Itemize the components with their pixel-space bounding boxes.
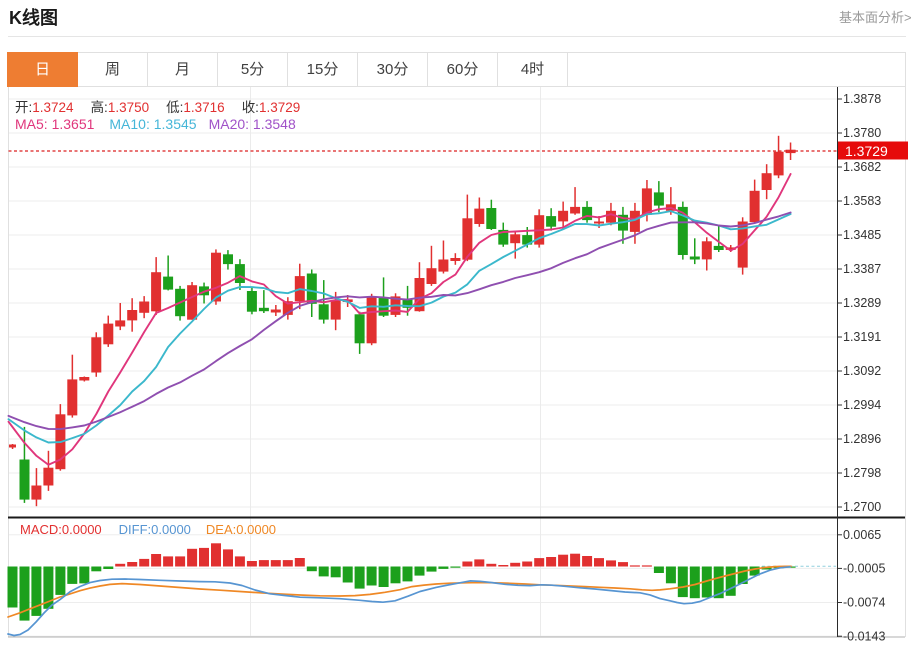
svg-text:-0.0074: -0.0074: [843, 596, 885, 610]
svg-text:-0.0005: -0.0005: [843, 562, 885, 576]
svg-text:1.3092: 1.3092: [843, 364, 881, 378]
svg-text:-0.0143: -0.0143: [843, 629, 885, 643]
svg-text:1.2896: 1.2896: [843, 432, 881, 446]
svg-text:1.3729: 1.3729: [845, 143, 888, 159]
svg-text:1.2994: 1.2994: [843, 398, 881, 412]
svg-text:1.3682: 1.3682: [843, 160, 881, 174]
svg-text:1.3485: 1.3485: [843, 228, 881, 242]
svg-text:1.3583: 1.3583: [843, 194, 881, 208]
svg-text:1.3289: 1.3289: [843, 296, 881, 310]
svg-text:1.3191: 1.3191: [843, 330, 881, 344]
svg-text:1.2798: 1.2798: [843, 466, 881, 480]
svg-text:0.0065: 0.0065: [843, 528, 881, 542]
svg-text:1.3780: 1.3780: [843, 126, 881, 140]
svg-text:1.2700: 1.2700: [843, 500, 881, 514]
svg-text:1.3387: 1.3387: [843, 262, 881, 276]
svg-text:1.3878: 1.3878: [843, 92, 881, 106]
